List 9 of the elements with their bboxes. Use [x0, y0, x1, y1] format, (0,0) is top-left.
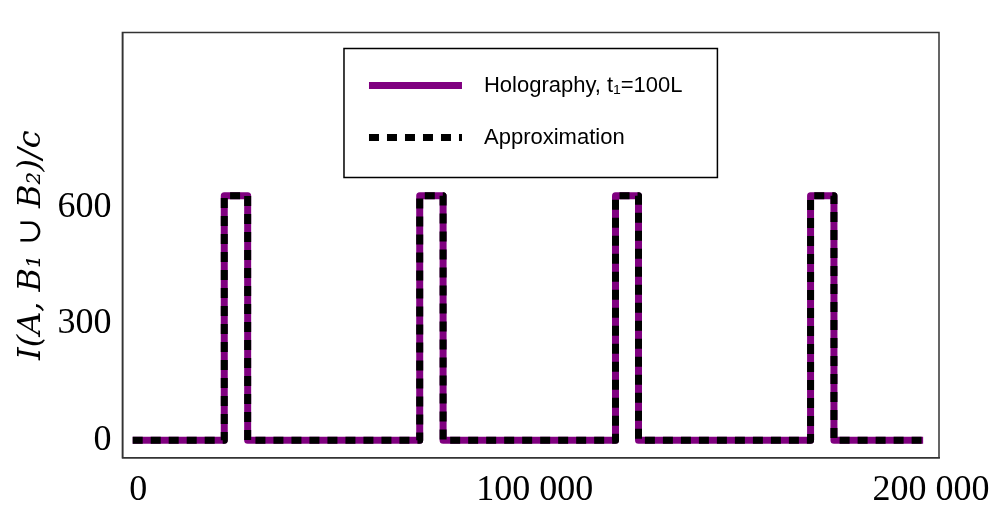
- y-tick-label: 300: [57, 301, 112, 342]
- y-axis-title: I(A, B₁ ∪ B₂)/c: [9, 130, 48, 361]
- legend-label: Approximation: [483, 123, 625, 149]
- x-tick-label: 0: [129, 467, 148, 508]
- y-tick-label: 600: [57, 184, 112, 225]
- y-tick-label: 0: [93, 417, 112, 458]
- legend-label: Holography, t₁=100L: [483, 71, 683, 97]
- x-tick-label: 200 000: [872, 467, 990, 508]
- x-tick-label: 100 000: [476, 467, 594, 508]
